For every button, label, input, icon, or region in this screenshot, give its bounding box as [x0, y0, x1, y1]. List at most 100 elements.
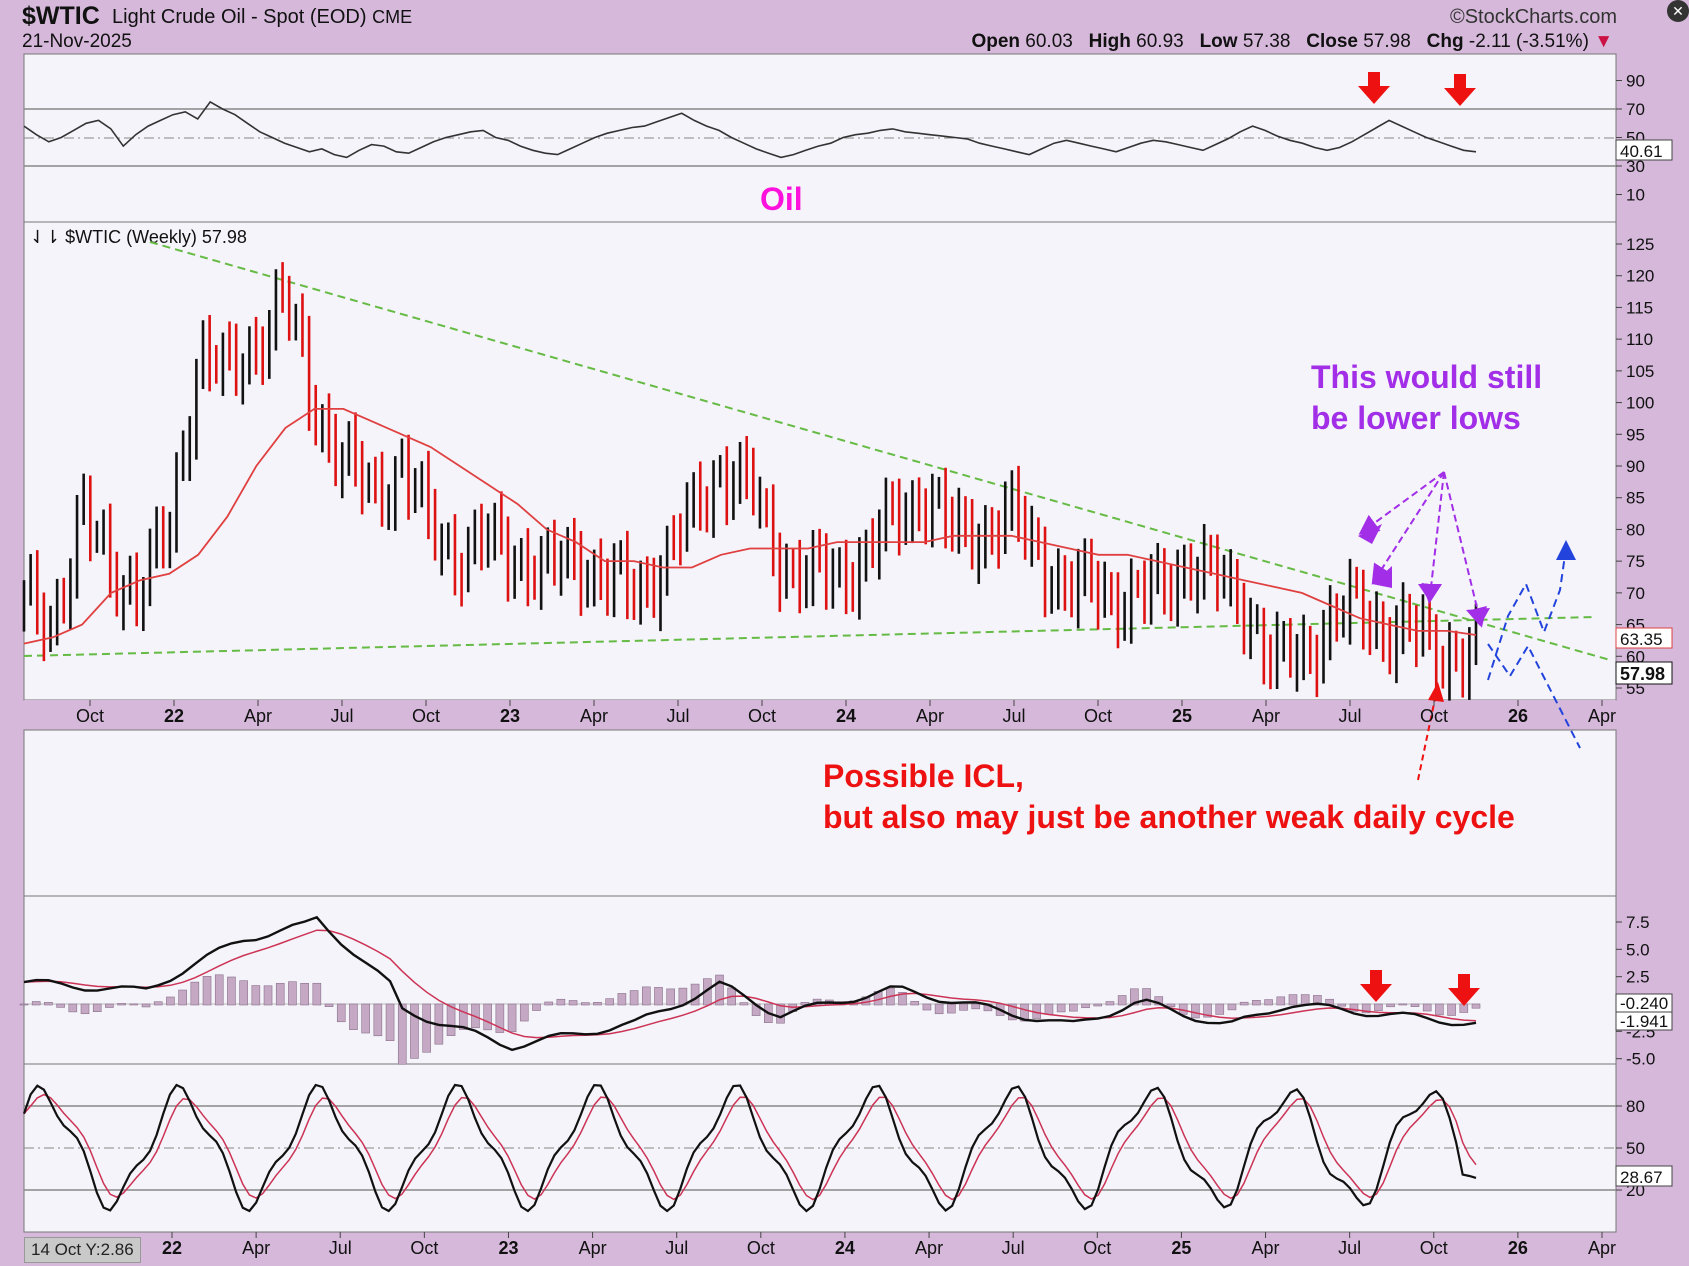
close-label: Close	[1306, 31, 1358, 52]
instrument-name: Light Crude Oil - Spot (EOD) CME	[112, 6, 412, 29]
macd-hist-bar	[507, 1003, 517, 1033]
blue-projection-up	[1487, 547, 1567, 681]
stoch-x-label: Oct	[1083, 1238, 1111, 1258]
source-credit: ©StockCharts.com	[1449, 6, 1617, 28]
macd-hist-bar	[397, 1003, 407, 1065]
chart-date: 21-Nov-2025	[22, 31, 132, 52]
macd-hist-bar	[1374, 1003, 1383, 1011]
macd-value-box-2	[1615, 1011, 1673, 1031]
price-tick-label: 100	[1626, 394, 1654, 413]
stoch-x-label: Jul	[1002, 1238, 1025, 1258]
stoch-x-label: Apr	[915, 1238, 943, 1258]
macd-tick-label: 2.5	[1626, 968, 1650, 987]
stoch-x-label: Jul	[665, 1238, 688, 1258]
macd-hist-bar	[1313, 995, 1322, 1006]
stoch-tick-label: 50	[1626, 1139, 1645, 1158]
stoch-x-label: Apr	[242, 1238, 270, 1258]
macd-hist-bar	[666, 988, 675, 1006]
icl-arrowhead	[1428, 682, 1444, 702]
macd-hist-bar	[1410, 1003, 1420, 1007]
macd-last-value-1: -0.240	[1620, 994, 1668, 1013]
macd-tick-label: 7.5	[1626, 913, 1650, 932]
macd-hist-bar	[1056, 1003, 1066, 1013]
stoch-x-label: Apr	[1588, 1238, 1616, 1258]
price-x-label: Apr	[580, 706, 608, 726]
close-value: 57.98	[1363, 31, 1411, 52]
stoch-x-label: 23	[498, 1238, 518, 1258]
macd-hist-bar	[1398, 1003, 1408, 1006]
macd-hist-bar	[1252, 999, 1261, 1006]
stoch-x-label: 22	[162, 1238, 182, 1258]
macd-hist-bar	[654, 987, 663, 1006]
macd-hist-bar	[1276, 996, 1286, 1006]
macd-hist-bar	[483, 1003, 492, 1031]
macd-hist-bar	[385, 1003, 395, 1042]
stoch-x-label: Apr	[1252, 1238, 1280, 1258]
rsi-line	[23, 100, 1477, 159]
macd-panel	[23, 895, 1617, 1065]
macd-hist-bar	[141, 1003, 151, 1008]
purple-arrows	[1358, 471, 1487, 628]
macd-hist-bar	[959, 1003, 968, 1011]
macd-hist-bar	[690, 983, 700, 1006]
price-x-label: Jul	[666, 706, 689, 726]
blue-arrowhead-up	[1556, 540, 1576, 560]
macd-hist-bar	[446, 1003, 456, 1036]
macd-hist-bar	[1081, 1003, 1090, 1009]
icl-note-line-1: Possible ICL,	[823, 758, 1024, 794]
macd-hist-bar	[239, 980, 248, 1006]
moving-average-line	[23, 408, 1477, 645]
macd-last-value-2: -1.941	[1620, 1012, 1668, 1031]
macd-hist-bar	[178, 989, 187, 1006]
macd-hist-bar	[117, 1003, 126, 1006]
macd-hist-bar	[605, 998, 614, 1006]
price-tick-label: 115	[1626, 298, 1653, 317]
low-label: Low	[1199, 31, 1238, 52]
lower-trendline	[23, 616, 1596, 657]
macd-hist-bar	[1008, 1003, 1017, 1021]
rsi-tick-label: 90	[1626, 72, 1645, 91]
macd-hist-bar	[544, 1001, 553, 1006]
macd-hist-bar	[1117, 995, 1127, 1006]
price-tick-label: 70	[1626, 584, 1645, 603]
macd-hist-bar	[80, 1003, 90, 1015]
macd-hist-bar	[31, 1001, 41, 1006]
macd-hist-bar	[349, 1003, 358, 1030]
price-x-label: Jul	[1338, 706, 1361, 726]
macd-hist-bar	[19, 1003, 29, 1006]
purple-arrowheads	[1358, 524, 1490, 626]
price-x-label: Oct	[1084, 706, 1112, 726]
price-x-label: 23	[500, 706, 520, 726]
price-tick-label: 75	[1626, 552, 1645, 571]
price-x-label: 24	[836, 706, 856, 726]
macd-tick-label: 5.0	[1626, 940, 1650, 959]
blue-projection-down	[1487, 643, 1581, 749]
macd-hist-bar	[129, 1003, 139, 1006]
macd-hist-bar	[1337, 1003, 1347, 1007]
stoch-k-line	[22, 1083, 1477, 1213]
rsi-tick-label: 70	[1626, 100, 1645, 119]
macd-hist-bar	[1422, 1003, 1432, 1012]
lower-lows-note-line-1: This would still	[1311, 359, 1542, 395]
price-x-label: Jul	[1002, 706, 1025, 726]
stoch-last-value: 28.67	[1620, 1168, 1663, 1187]
macd-down-arrow-2	[1448, 974, 1480, 1006]
macd-hist-bar	[166, 996, 175, 1006]
price-tick-label: 95	[1626, 425, 1645, 444]
stoch-x-label: Jul	[329, 1238, 352, 1258]
macd-hist-bar	[1227, 1003, 1237, 1011]
macd-hist-bar	[153, 1001, 163, 1006]
macd-hist-bar	[519, 1003, 529, 1022]
close-icon[interactable]: ✕	[1667, 0, 1689, 22]
price-tick-label: 90	[1626, 457, 1645, 476]
macd-hist-bar	[92, 1003, 102, 1013]
macd-hist-bar	[336, 1003, 346, 1023]
price-tick-label: 85	[1626, 489, 1645, 508]
macd-hist-bar	[1471, 1003, 1481, 1009]
rsi-tick-label: 10	[1626, 186, 1645, 205]
macd-hist-bar	[300, 982, 309, 1006]
macd-hist-bar	[227, 976, 236, 1006]
price-tick-label: 105	[1626, 362, 1654, 381]
stoch-x-label: Oct	[747, 1238, 775, 1258]
